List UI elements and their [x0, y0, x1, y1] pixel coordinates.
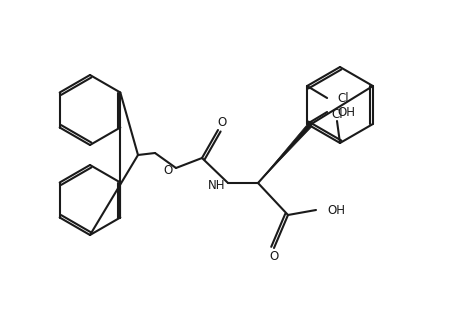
Text: Cl: Cl [331, 108, 343, 121]
Text: OH: OH [337, 105, 355, 118]
Polygon shape [258, 123, 313, 183]
Text: O: O [269, 251, 279, 264]
Text: O: O [217, 116, 227, 129]
Text: NH: NH [207, 179, 225, 192]
Text: O: O [164, 163, 173, 176]
Text: Cl: Cl [337, 91, 349, 104]
Text: OH: OH [327, 204, 345, 217]
